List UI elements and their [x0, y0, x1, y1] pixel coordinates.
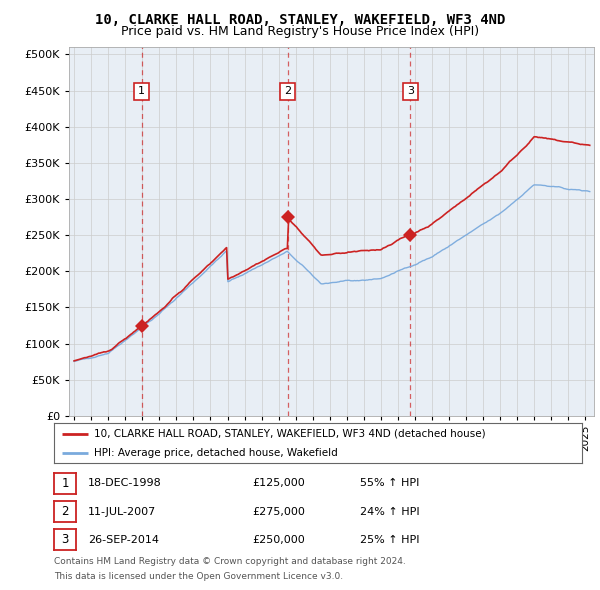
Text: £125,000: £125,000: [252, 478, 305, 488]
Text: 3: 3: [407, 87, 414, 96]
Text: This data is licensed under the Open Government Licence v3.0.: This data is licensed under the Open Gov…: [54, 572, 343, 581]
Text: HPI: Average price, detached house, Wakefield: HPI: Average price, detached house, Wake…: [94, 448, 337, 458]
Text: 1: 1: [138, 87, 145, 96]
Text: 10, CLARKE HALL ROAD, STANLEY, WAKEFIELD, WF3 4ND (detached house): 10, CLARKE HALL ROAD, STANLEY, WAKEFIELD…: [94, 429, 485, 439]
Text: 25% ↑ HPI: 25% ↑ HPI: [360, 535, 419, 545]
Text: 26-SEP-2014: 26-SEP-2014: [88, 535, 159, 545]
Text: 11-JUL-2007: 11-JUL-2007: [88, 507, 157, 516]
Text: £250,000: £250,000: [252, 535, 305, 545]
Text: 3: 3: [61, 533, 69, 546]
Text: 2: 2: [284, 87, 291, 96]
Text: 2: 2: [61, 505, 69, 518]
Text: Price paid vs. HM Land Registry's House Price Index (HPI): Price paid vs. HM Land Registry's House …: [121, 25, 479, 38]
Text: £275,000: £275,000: [252, 507, 305, 516]
Text: 1: 1: [61, 477, 69, 490]
Text: 55% ↑ HPI: 55% ↑ HPI: [360, 478, 419, 488]
Text: Contains HM Land Registry data © Crown copyright and database right 2024.: Contains HM Land Registry data © Crown c…: [54, 557, 406, 566]
Text: 18-DEC-1998: 18-DEC-1998: [88, 478, 162, 488]
Text: 24% ↑ HPI: 24% ↑ HPI: [360, 507, 419, 516]
Text: 10, CLARKE HALL ROAD, STANLEY, WAKEFIELD, WF3 4ND: 10, CLARKE HALL ROAD, STANLEY, WAKEFIELD…: [95, 13, 505, 27]
